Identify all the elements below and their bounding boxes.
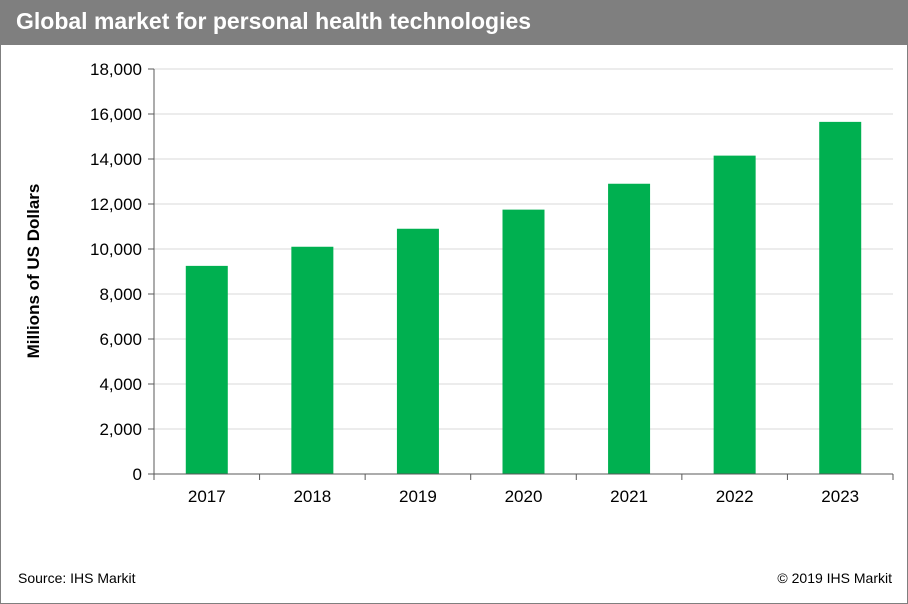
y-tick-label: 2,000 (99, 420, 142, 439)
bar-2018 (291, 246, 334, 474)
chart-title: Global market for personal health techno… (16, 8, 532, 34)
x-tick-label: 2018 (293, 487, 331, 506)
bar-2017 (185, 265, 228, 474)
y-axis-label: Millions of US Dollars (24, 184, 43, 359)
y-tick-label: 0 (133, 465, 142, 484)
tick-labels: 0 2,000 4,000 6,000 8,000 10,000 12,000 14,000 1… (90, 60, 859, 506)
y-tick-label: 18,000 (90, 60, 142, 79)
x-tick-label: 2017 (188, 487, 226, 506)
y-tick-label: 12,000 (90, 195, 142, 214)
y-tick-label: 6,000 (99, 330, 142, 349)
y-tick-label: 4,000 (99, 375, 142, 394)
bar-2021 (608, 183, 651, 474)
bar-2023 (819, 121, 862, 474)
y-tick-label: 10,000 (90, 240, 142, 259)
bars (185, 121, 862, 474)
y-tick-label: 8,000 (99, 285, 142, 304)
source-note: Source: IHS Markit (18, 570, 136, 586)
bar-2020 (502, 209, 545, 474)
x-tick-label: 2022 (716, 487, 754, 506)
x-tick-label: 2019 (399, 487, 437, 506)
bar-2022 (713, 155, 756, 474)
x-tick-label: 2023 (821, 487, 859, 506)
x-tick-label: 2021 (610, 487, 648, 506)
title-bar: Global market for personal health techno… (1, 1, 907, 45)
copyright-note: © 2019 IHS Markit (777, 570, 892, 586)
bar-2019 (396, 228, 439, 474)
x-tick-label: 2020 (505, 487, 543, 506)
axes (148, 68, 894, 480)
y-tick-label: 16,000 (90, 105, 142, 124)
y-tick-label: 14,000 (90, 150, 142, 169)
